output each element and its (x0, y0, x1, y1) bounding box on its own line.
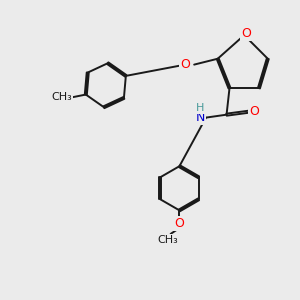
Text: O: O (180, 58, 190, 71)
Text: O: O (249, 105, 259, 118)
Text: H: H (196, 103, 204, 113)
Text: O: O (175, 217, 184, 230)
Text: CH₃: CH₃ (51, 92, 72, 103)
Text: CH₃: CH₃ (157, 236, 178, 245)
Text: N: N (195, 111, 205, 124)
Text: O: O (241, 27, 250, 40)
